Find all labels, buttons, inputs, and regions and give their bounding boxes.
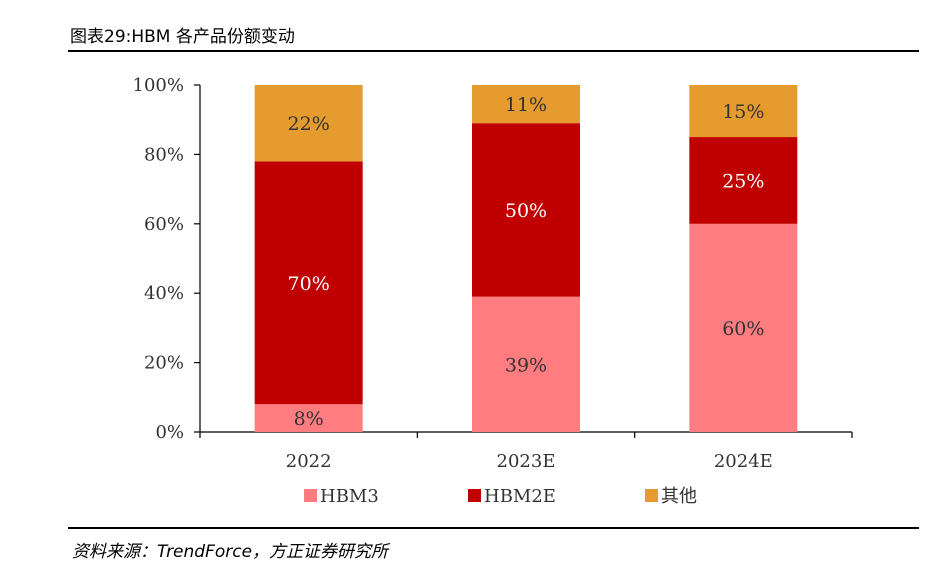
data-label: 15% — [722, 101, 764, 123]
legend-label: HBM3 — [320, 486, 379, 507]
legend-label: 其他 — [661, 486, 697, 507]
data-label: 70% — [288, 273, 330, 295]
data-label: 8% — [294, 408, 324, 430]
source-note: 资料来源：TrendForce，方正证券研究所 — [72, 542, 389, 562]
legend-swatch — [645, 489, 658, 502]
bar-segment — [472, 123, 580, 297]
data-label: 39% — [505, 354, 547, 376]
x-category-label: 2022 — [286, 451, 332, 472]
bar-segment — [254, 85, 363, 162]
x-category-label: 2024E — [714, 451, 773, 472]
y-tick-label: 100% — [133, 75, 184, 96]
data-label: 25% — [722, 170, 764, 192]
y-tick-label: 0% — [155, 422, 184, 443]
x-category-label: 2023E — [497, 451, 556, 472]
bar-segment — [689, 137, 798, 224]
y-tick-label: 80% — [144, 144, 184, 165]
bar-segment — [254, 161, 363, 405]
y-tick-label: 40% — [144, 283, 184, 304]
title-rule — [68, 50, 919, 52]
data-label: 22% — [288, 113, 330, 135]
source-rule — [68, 527, 919, 529]
bar-segment — [689, 223, 798, 432]
data-label: 60% — [722, 318, 764, 340]
legend-swatch — [468, 489, 481, 502]
stacked-bar-chart: 0% 20% 40% 60% 80% 100% 8% 70% 22% 2022 39% 50% 11% 2… — [133, 75, 853, 507]
y-tick-label: 60% — [144, 214, 184, 235]
data-label: 50% — [505, 200, 547, 222]
y-tick-label: 20% — [144, 353, 184, 374]
legend-label: HBM2E — [484, 486, 556, 507]
legend-swatch — [304, 489, 317, 502]
bar-segment — [689, 85, 798, 138]
figure-title: 图表29:HBM 各产品份额变动 — [70, 27, 295, 47]
bar-segment — [254, 404, 363, 432]
bar-segment — [472, 85, 580, 124]
data-label: 11% — [505, 94, 547, 116]
bar-segment — [472, 296, 580, 432]
